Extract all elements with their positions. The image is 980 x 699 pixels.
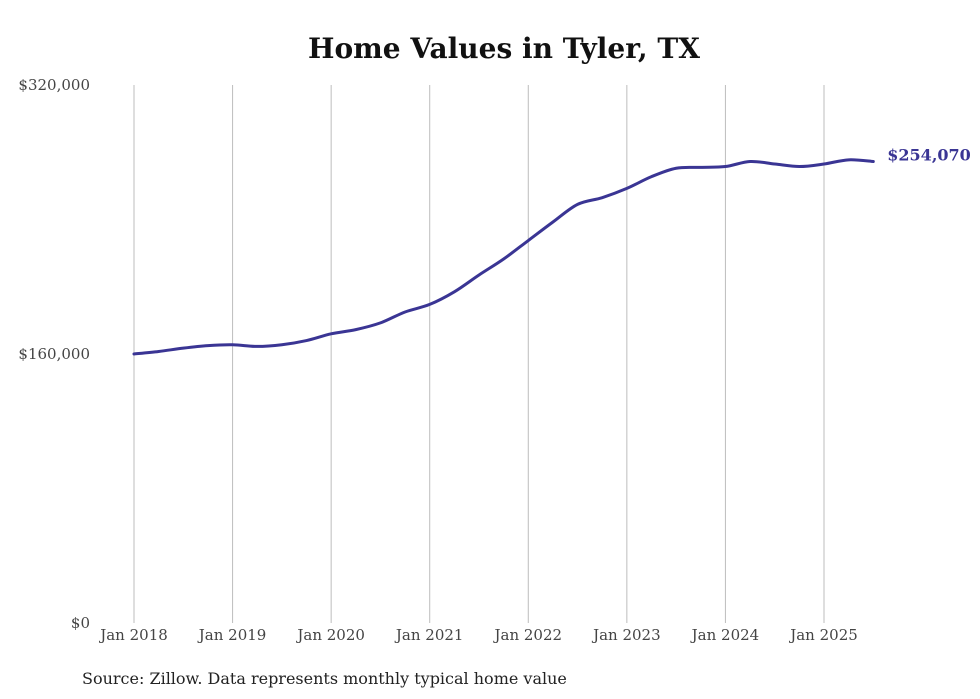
x-tick-label: Jan 2025 [788,626,858,644]
x-tick-label: Jan 2024 [690,626,760,644]
source-note: Source: Zillow. Data represents monthly … [82,669,567,688]
x-tick-label: Jan 2019 [197,626,267,644]
y-tick-label: $0 [71,614,90,632]
x-tick-label: Jan 2018 [98,626,168,644]
y-axis-tick-labels: $0 $160,000 $320,000 [18,76,90,632]
y-tick-label: $320,000 [18,76,90,94]
x-tick-label: Jan 2022 [493,626,563,644]
x-tick-label: Jan 2023 [591,626,661,644]
home-value-line [132,158,875,356]
x-axis-tick-labels: Jan 2018 Jan 2019 Jan 2020 Jan 2021 Jan 2022… [98,626,858,644]
chart-title: Home Values in Tyler, TX [308,32,700,65]
x-tick-label: Jan 2021 [394,626,464,644]
end-value-label: $254,070 [887,145,971,164]
vertical-gridlines [133,85,825,623]
y-tick-label: $160,000 [18,345,90,363]
x-tick-label: Jan 2020 [295,626,365,644]
